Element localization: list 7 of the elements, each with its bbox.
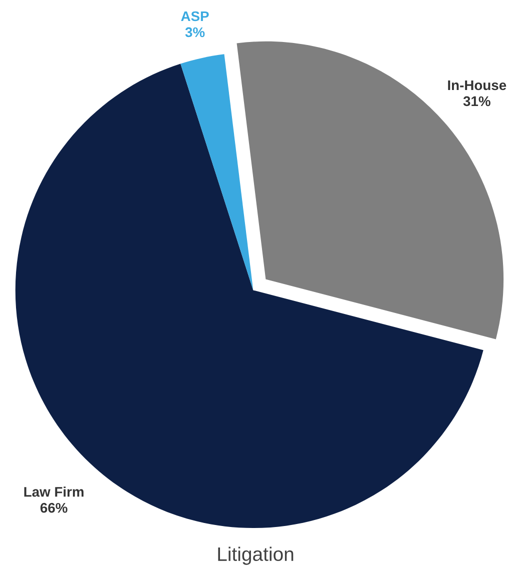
- text: Litigation: [218, 546, 294, 565]
- slice-label: In-House: [448, 80, 506, 90]
- slice-label: Law Firm: [24, 486, 84, 497]
- data-label: 3%: [185, 27, 205, 38]
- slice-label: ASP: [181, 11, 209, 22]
- data-label: 66%: [40, 502, 68, 513]
- data-label: 31%: [463, 96, 490, 106]
